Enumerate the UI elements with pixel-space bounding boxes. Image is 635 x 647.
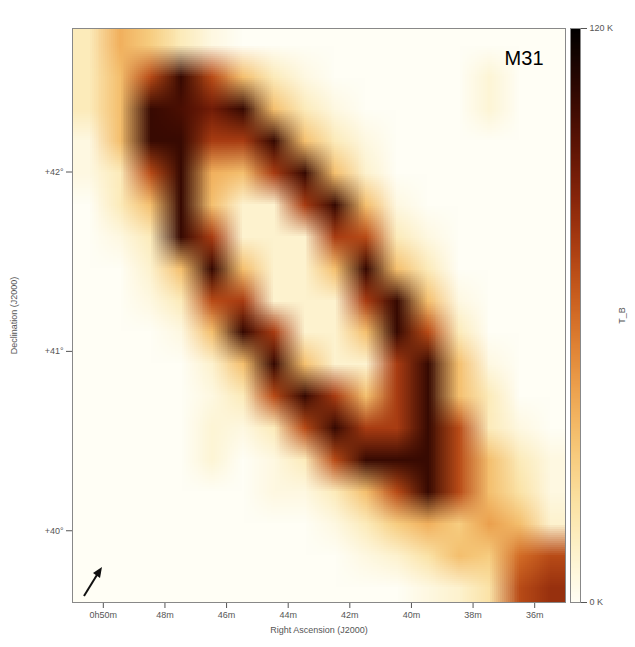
- svg-text:Right Ascension (J2000): Right Ascension (J2000): [270, 625, 368, 635]
- svg-text:42m: 42m: [341, 610, 359, 620]
- svg-text:T_B: T_B: [617, 307, 627, 324]
- svg-text:48m: 48m: [156, 610, 174, 620]
- svg-text:0 K: 0 K: [590, 597, 604, 607]
- svg-text:120 K: 120 K: [590, 23, 614, 33]
- svg-text:+42°: +42°: [45, 167, 64, 177]
- svg-text:Declination (J2000): Declination (J2000): [9, 277, 19, 355]
- svg-text:44m: 44m: [279, 610, 297, 620]
- svg-text:M31: M31: [505, 47, 544, 69]
- svg-text:+40°: +40°: [45, 526, 64, 536]
- svg-text:0h50m: 0h50m: [90, 610, 118, 620]
- svg-text:38m: 38m: [464, 610, 482, 620]
- svg-text:40m: 40m: [403, 610, 421, 620]
- svg-text:46m: 46m: [218, 610, 236, 620]
- svg-text:36m: 36m: [526, 610, 544, 620]
- svg-text:+41°: +41°: [45, 346, 64, 356]
